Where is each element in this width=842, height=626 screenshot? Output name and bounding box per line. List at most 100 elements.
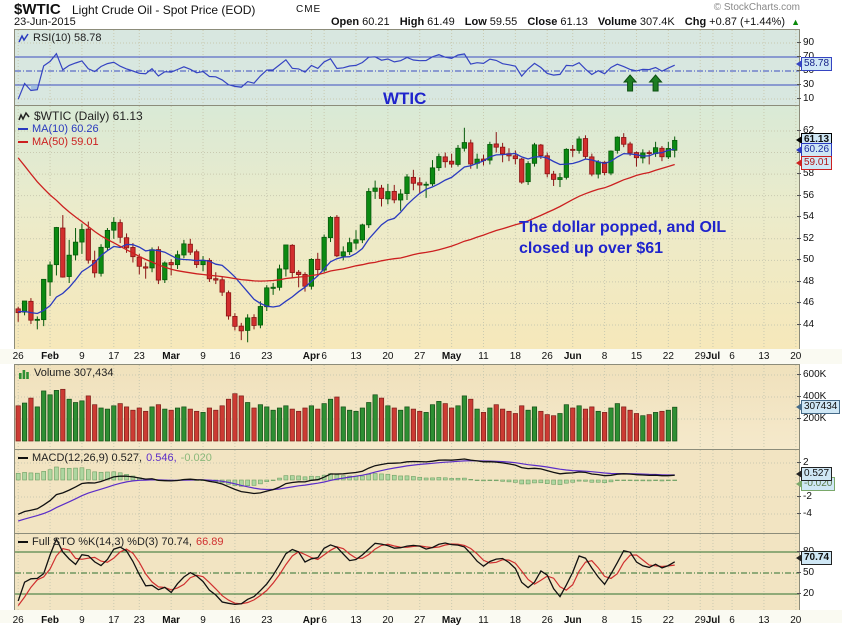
macd-legend-label: MACD(12,26,9) 0.527, bbox=[32, 452, 143, 464]
x-axis-tick: 26 bbox=[12, 615, 24, 626]
date-axis: 26 Feb 9 17 23 Mar 9 16 23 Apr 6 13 20 27 May 11 18 26 Jun… bbox=[0, 349, 842, 364]
volume-value-callout: 307434 bbox=[795, 400, 841, 414]
rsi-line bbox=[17, 52, 675, 100]
close-label: Close bbox=[527, 16, 558, 28]
ma10-value-callout: 60.26 bbox=[795, 143, 833, 157]
x-axis-tick: 6 bbox=[321, 351, 327, 362]
x-axis-tick: 8 bbox=[601, 615, 608, 626]
volume-panel bbox=[14, 364, 800, 450]
x-axis-tick: 16 bbox=[229, 351, 241, 362]
commentary-annotation: The dollar popped, and OIL closed up ove… bbox=[519, 217, 726, 259]
y-axis-tick: 44 bbox=[796, 319, 815, 331]
sto-d-line bbox=[17, 543, 675, 606]
low-value: 59.55 bbox=[489, 16, 518, 28]
candlestick-series bbox=[15, 127, 678, 343]
date-axis-clipped: 26 Feb 9 17 23 Mar 9 16 23 Apr 6 13 20 27 May 11 18 26 Jun… bbox=[0, 610, 842, 626]
macd-plot bbox=[15, 450, 799, 533]
sto-value-callout: 70.74 bbox=[795, 551, 833, 565]
x-axis-tick: 18 bbox=[509, 351, 521, 362]
high-label: High bbox=[399, 16, 425, 28]
x-axis-tick: 9 bbox=[200, 351, 206, 362]
copyright-label: © StockCharts.com bbox=[713, 2, 800, 13]
ma10-legend: MA(10) 60.26 bbox=[18, 123, 99, 135]
ma10-line bbox=[18, 148, 675, 315]
y-axis-tick: -4 bbox=[797, 508, 812, 519]
macd-signal-label: 0.546, bbox=[146, 452, 177, 464]
x-axis-tick: 6 bbox=[321, 615, 327, 626]
sto-k-line bbox=[17, 537, 676, 606]
x-axis-tick: 29 bbox=[694, 615, 706, 626]
x-axis-tick: 15 bbox=[630, 351, 643, 362]
y-axis-tick: 70 bbox=[796, 51, 814, 62]
x-axis-tick: 23 bbox=[133, 351, 145, 362]
x-axis-tick: 23 bbox=[133, 615, 145, 626]
stochastic-plot bbox=[15, 534, 799, 610]
open-label: Open bbox=[331, 16, 360, 28]
ma50-legend: MA(50) 59.01 bbox=[18, 136, 99, 148]
x-axis-tick: Mar bbox=[162, 351, 181, 362]
macd-line bbox=[17, 458, 675, 515]
ma10-legend-label: MA(10) 60.26 bbox=[32, 123, 99, 135]
y-axis-tick: 20 bbox=[796, 588, 815, 599]
x-axis-tick: 9 bbox=[79, 351, 85, 362]
y-axis-tick: 2 bbox=[797, 457, 809, 468]
x-axis-tick: 13 bbox=[758, 351, 770, 362]
rsi-value-callout: 58.78 bbox=[795, 57, 833, 71]
macd-signal-line bbox=[18, 460, 675, 522]
x-axis-tick: 13 bbox=[350, 615, 362, 626]
stochastic-legend: Full STO %K(14,3) %D(3) 70.74, 66.89 bbox=[18, 536, 224, 548]
ma50-legend-label: MA(50) 59.01 bbox=[32, 136, 99, 148]
x-axis-tick: Jun bbox=[563, 351, 582, 362]
x-axis-tick: 11 bbox=[478, 351, 489, 362]
x-axis-tick: 26 bbox=[541, 615, 553, 626]
low-label: Low bbox=[464, 16, 487, 28]
volume-plot bbox=[15, 365, 799, 449]
x-axis-tick: 23 bbox=[261, 615, 273, 626]
macd-histogram bbox=[15, 466, 678, 487]
y-axis-tick: 200K bbox=[796, 413, 827, 424]
wtic-annotation: WTIC bbox=[383, 89, 427, 108]
ticker-symbol: $WTIC bbox=[14, 1, 61, 18]
price-series-icon bbox=[18, 111, 30, 121]
y-axis-tick: 54 bbox=[796, 211, 815, 223]
x-axis-tick: 17 bbox=[108, 351, 120, 362]
y-axis-tick: 62 bbox=[796, 125, 815, 136]
change-up-icon: ▲ bbox=[791, 17, 800, 27]
volume-legend: Volume 307,434 bbox=[18, 367, 114, 379]
chart-header: $WTIC Light Crude Oil - Spot Price (EOD)… bbox=[0, 0, 842, 29]
y-axis-tick: -2 bbox=[797, 491, 812, 502]
price-plot bbox=[15, 106, 799, 350]
x-axis-tick: 20 bbox=[790, 351, 802, 362]
y-axis-tick: 56 bbox=[796, 189, 815, 201]
volume-bars bbox=[15, 388, 678, 442]
y-axis-tick: 400K bbox=[796, 391, 827, 402]
y-axis-tick: 50 bbox=[796, 567, 815, 578]
x-axis-tick: 22 bbox=[662, 615, 674, 626]
macd-hist-label: -0.020 bbox=[180, 452, 212, 464]
open-value: 60.21 bbox=[362, 16, 390, 28]
high-value: 61.49 bbox=[427, 16, 455, 28]
x-axis-tick: 27 bbox=[414, 351, 426, 362]
ma50-dash-icon bbox=[18, 141, 28, 143]
ma50-value-callout: 59.01 bbox=[795, 156, 833, 170]
x-axis-tick: 18 bbox=[509, 615, 521, 626]
x-axis-tick: 11 bbox=[478, 615, 489, 626]
ma50-line bbox=[17, 157, 675, 282]
x-axis-tick: Feb bbox=[41, 615, 59, 626]
x-axis-tick: 26 bbox=[541, 351, 553, 362]
y-axis-tick: 600K bbox=[796, 369, 827, 380]
x-axis-tick: 8 bbox=[601, 351, 608, 362]
x-axis-tick: Jul bbox=[705, 351, 721, 362]
change-label: Chg bbox=[684, 16, 707, 28]
x-axis-tick: 20 bbox=[382, 351, 394, 362]
price-panel bbox=[14, 105, 800, 351]
ma10-dash-icon bbox=[18, 128, 28, 130]
y-axis-tick: 50 bbox=[796, 254, 815, 266]
y-axis-tick: 46 bbox=[796, 297, 815, 309]
rsi-legend-label: RSI(10) 58.78 bbox=[33, 32, 102, 44]
x-axis-tick: 16 bbox=[229, 615, 241, 626]
y-axis-tick: 48 bbox=[796, 275, 815, 287]
x-axis-tick: Apr bbox=[302, 615, 320, 626]
x-axis-tick: May bbox=[441, 615, 462, 626]
y-axis-tick: 52 bbox=[796, 232, 815, 244]
